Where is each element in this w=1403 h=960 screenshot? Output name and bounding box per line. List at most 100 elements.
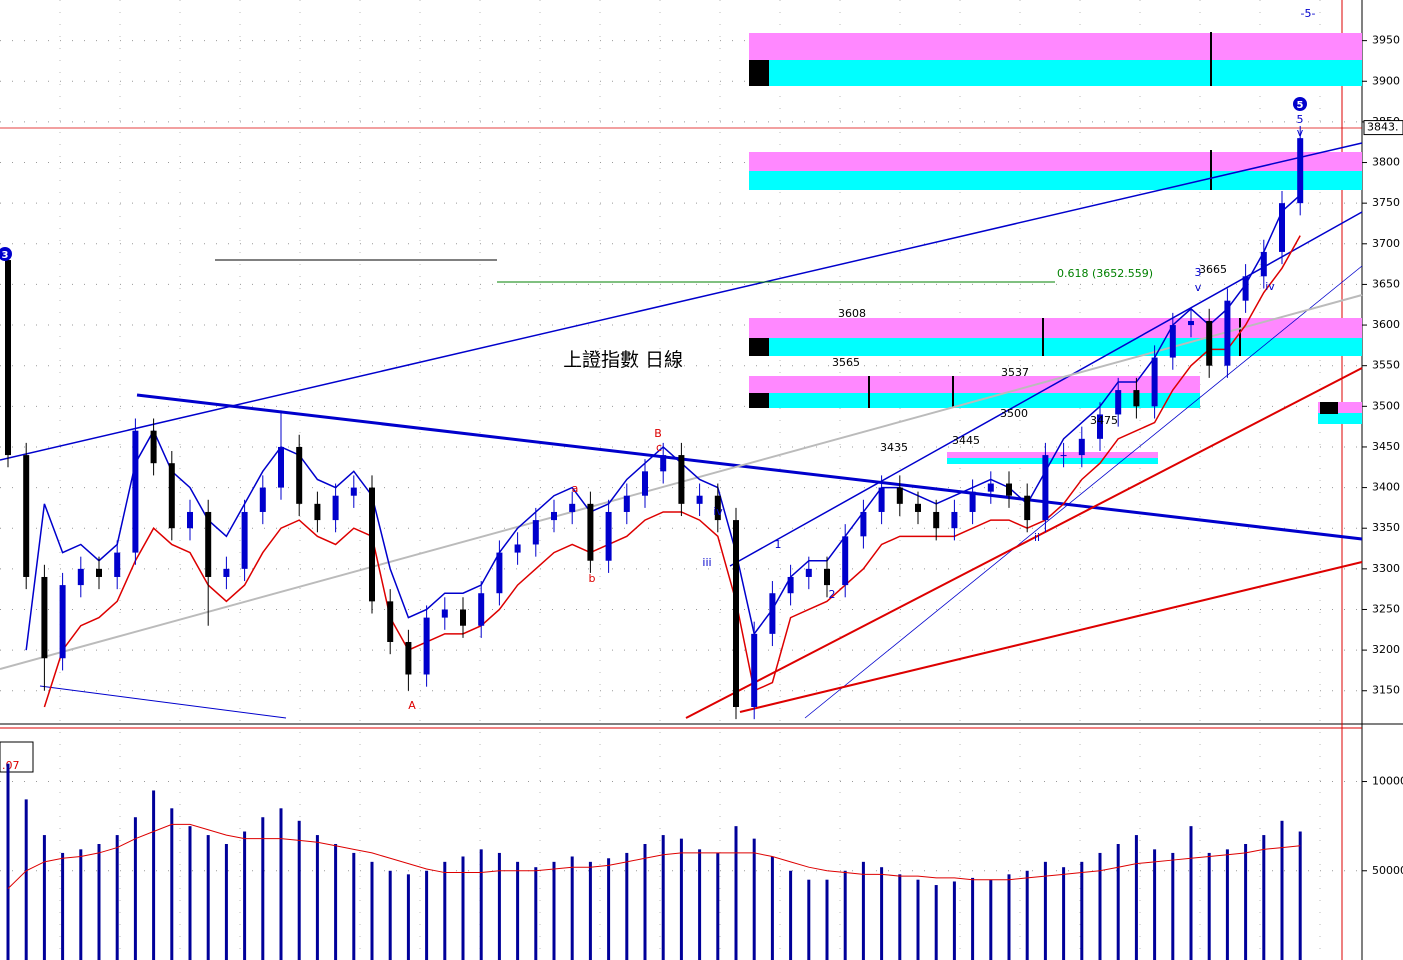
annotation: B (654, 427, 662, 440)
volume-bar (1262, 835, 1266, 960)
volume-bar (497, 852, 501, 960)
volume-bar (1116, 844, 1120, 960)
annotation: 3537 (1001, 366, 1029, 379)
volume-bar (661, 835, 665, 960)
annotation: 2 (829, 588, 836, 601)
y-tick-label: 3200 (1372, 643, 1400, 656)
candle-body (1006, 483, 1012, 496)
volume-bar (61, 852, 65, 960)
trend-line (729, 211, 1363, 567)
candle-body (1078, 438, 1085, 456)
candle-body (660, 455, 667, 472)
candle-body (1242, 276, 1249, 301)
candle-body (860, 511, 867, 537)
trend-line (136, 393, 1363, 541)
annotation: 3475 (1090, 414, 1118, 427)
volume-bar (916, 879, 920, 960)
trend-line (39, 685, 287, 719)
volume-bar (1043, 861, 1047, 960)
candle-body (678, 455, 685, 504)
zone-block (1320, 402, 1338, 414)
annotation: v (1297, 126, 1304, 139)
volume-bar (534, 867, 538, 960)
volume-bar (625, 852, 629, 960)
annotation: a (572, 482, 579, 495)
candle-body (1260, 251, 1267, 277)
candle-body (1133, 390, 1140, 407)
ma-line (7, 823, 1301, 889)
volume-bar (516, 861, 520, 960)
annotation: iii (702, 556, 711, 569)
volume-bar (789, 870, 793, 960)
volume-bar (97, 844, 101, 960)
y-tick-label: 3400 (1372, 481, 1400, 494)
y-tick-label: 3150 (1372, 684, 1400, 697)
candle-body (241, 511, 248, 569)
zone-cyan (749, 171, 1362, 190)
candle-body (824, 568, 830, 586)
candle-body (5, 260, 11, 456)
candle-body (842, 536, 849, 586)
candle-body (314, 503, 321, 521)
zone-cyan (749, 60, 1362, 86)
annotation: 3 (1195, 266, 1202, 279)
candle-body (532, 520, 539, 545)
trend-line (804, 265, 1363, 719)
volume-bar (425, 870, 429, 960)
candle-body (423, 617, 430, 675)
volume-bar (279, 808, 283, 960)
y-tick-label: 3600 (1372, 318, 1400, 331)
candle-body (915, 503, 921, 512)
volume-bar (861, 861, 865, 960)
candle-body (405, 641, 412, 675)
y-tick-label: 3800 (1372, 156, 1400, 169)
volume-bar (152, 790, 156, 960)
volume-bar (698, 849, 702, 960)
zone-block (749, 338, 769, 356)
volume-bar (24, 799, 28, 960)
volume-bar (989, 879, 993, 960)
volume-bar (807, 879, 811, 960)
annotation: 1 (775, 538, 782, 551)
candle-body (332, 495, 339, 521)
candle-body (59, 585, 66, 659)
volume-bar (352, 852, 356, 960)
candle-body (387, 601, 394, 642)
volume-bar (607, 858, 611, 960)
candle-body (41, 576, 48, 659)
volume-bar (898, 874, 902, 960)
zone-magenta (1318, 402, 1362, 413)
volume-bar (971, 877, 975, 960)
trend-line (685, 367, 1363, 719)
candle-body (96, 568, 102, 577)
candle-body (769, 593, 776, 634)
volume-bar (42, 835, 46, 960)
candle-body (496, 552, 503, 594)
volume-bar (1244, 844, 1248, 960)
chart-title: 上證指數 日線 (563, 349, 683, 371)
volume-bar (388, 870, 392, 960)
candle-body (369, 487, 375, 602)
candle-body (587, 503, 594, 561)
annotation: 3500 (1000, 407, 1028, 420)
volume-bar (752, 838, 756, 960)
candle-body (1097, 414, 1103, 439)
volume-bar (1280, 820, 1284, 960)
candle-body (1042, 455, 1049, 521)
annotation: v (1195, 281, 1202, 294)
y-tick-label: 3700 (1372, 237, 1400, 250)
candle-body (951, 511, 958, 529)
volume-bar (1298, 831, 1302, 960)
zone-magenta (749, 376, 1200, 393)
y-tick-label: 10000 (1372, 775, 1403, 788)
annotation: A (408, 699, 416, 712)
candle-body (223, 568, 230, 577)
zone-cyan (1318, 413, 1362, 424)
volume-bar (679, 838, 683, 960)
candle-body (1279, 203, 1285, 252)
y-tick-label: 50000 (1372, 864, 1403, 877)
volume-bar (1098, 852, 1102, 960)
annotation: 3435 (880, 441, 908, 454)
candle-body (23, 455, 30, 577)
candle-body (569, 503, 576, 512)
